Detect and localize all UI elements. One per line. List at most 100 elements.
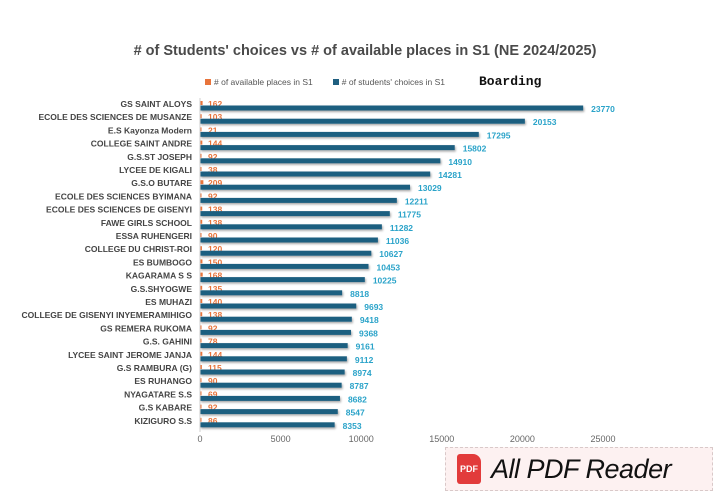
bar-available xyxy=(200,312,203,317)
category-label: ES RUHANGO xyxy=(134,376,192,386)
bar-choices xyxy=(200,382,342,388)
data-label-choices: 9418 xyxy=(360,315,379,325)
bar-available xyxy=(200,114,202,119)
bar-available xyxy=(200,285,203,290)
bar-available xyxy=(200,404,202,409)
data-label-choices: 13029 xyxy=(418,183,442,193)
bar-available xyxy=(200,299,203,303)
data-label-available: 103 xyxy=(208,112,222,122)
x-tick-label: 25000 xyxy=(590,434,615,444)
data-label-choices: 9112 xyxy=(355,355,374,365)
category-label: ESSA RUHENGERI xyxy=(116,231,192,241)
bar-choices xyxy=(200,158,441,164)
category-label: ECOLE DES SCIENCES BYIMANA xyxy=(55,191,192,201)
bar-available xyxy=(200,180,204,185)
bar-available xyxy=(200,338,202,343)
category-label: COLLEGE DE GISENYI INYEMERAMIHIGO xyxy=(22,310,193,320)
pdf-icon: PDF xyxy=(457,454,481,484)
data-label-choices: 12211 xyxy=(405,196,428,206)
data-label-available: 90 xyxy=(208,231,218,241)
category-label: G.S KABARE xyxy=(139,403,193,413)
legend-item-available: # of available places in S1 xyxy=(205,77,313,87)
category-label: ES MUHAZI xyxy=(145,297,192,307)
data-label-available: 144 xyxy=(208,350,222,360)
bar-choices xyxy=(200,329,352,335)
data-label-choices: 8547 xyxy=(346,408,365,418)
legend-item-choices: # of students' choices in S1 xyxy=(332,76,445,87)
category-label: KIZIGURO S.S xyxy=(134,416,192,426)
bar-choices xyxy=(200,237,378,243)
bar-choices xyxy=(200,409,338,415)
bar-available xyxy=(200,272,203,277)
data-label-available: 140 xyxy=(208,297,222,307)
bar-choices xyxy=(200,303,357,309)
bar-available xyxy=(200,246,202,251)
data-label-available: 92 xyxy=(208,191,218,201)
bar-choices xyxy=(200,118,525,124)
chart-title: # of Students' choices vs # of available… xyxy=(133,43,597,59)
bar-available xyxy=(200,193,202,198)
bar-choices xyxy=(200,145,455,151)
data-label-available: 90 xyxy=(208,376,218,386)
legend-label: # of available places in S1 xyxy=(214,76,313,87)
bar-choices xyxy=(200,316,352,322)
data-label-choices: 11036 xyxy=(386,236,409,246)
data-label-choices: 23770 xyxy=(591,104,615,114)
x-tick-label: 10000 xyxy=(349,434,374,444)
data-label-available: 92 xyxy=(208,403,218,413)
data-label-choices: 10453 xyxy=(377,262,401,272)
category-label: G.S.SHYOGWE xyxy=(131,284,193,294)
bar-choices xyxy=(200,250,372,256)
bar-available xyxy=(200,417,202,422)
legend: # of available places in S1 # of student… xyxy=(205,74,541,89)
data-label-available: 135 xyxy=(208,284,222,294)
data-label-choices: 10225 xyxy=(373,276,397,286)
category-label: LYCEE SAINT JEROME JANJA xyxy=(68,350,192,360)
legend-swatch-blue xyxy=(332,79,339,86)
boarding-annotation: Boarding xyxy=(478,74,542,89)
bar-available xyxy=(200,233,202,237)
bar-available xyxy=(200,378,202,383)
data-label-available: 162 xyxy=(208,99,222,109)
data-label-available: 21 xyxy=(208,125,218,135)
data-label-choices: 8787 xyxy=(350,381,369,391)
data-label-available: 115 xyxy=(208,363,222,373)
bar-available xyxy=(200,101,203,105)
bar-choices xyxy=(200,422,335,428)
data-label-choices: 14281 xyxy=(438,170,462,180)
bar-choices xyxy=(200,343,348,349)
bar-choices xyxy=(200,224,382,230)
legend-label: # of students' choices in S1 xyxy=(341,76,445,87)
data-label-choices: 9693 xyxy=(364,302,383,312)
data-label-available: 209 xyxy=(208,178,222,188)
category-label: LYCEE DE KIGALI xyxy=(119,165,192,175)
data-label-choices: 8682 xyxy=(348,394,367,404)
legend-swatch-orange xyxy=(205,79,211,86)
data-label-choices: 8974 xyxy=(353,368,372,378)
category-label: GS REMERA RUKOMA xyxy=(100,323,192,333)
bar-available xyxy=(200,206,203,211)
data-label-choices: 15802 xyxy=(463,144,487,154)
bar-available xyxy=(200,351,203,356)
data-label-choices: 9161 xyxy=(356,342,375,352)
data-label-available: 120 xyxy=(208,244,222,254)
bar-available xyxy=(200,140,203,145)
data-label-available: 150 xyxy=(208,257,222,267)
x-tick-label: 20000 xyxy=(510,434,535,444)
data-label-choices: 14910 xyxy=(448,157,472,167)
category-label: COLLEGE SAINT ANDRE xyxy=(91,139,193,149)
bar-available xyxy=(200,259,203,264)
data-label-available: 69 xyxy=(208,389,218,399)
bar-choices xyxy=(200,290,343,296)
x-tick-label: 15000 xyxy=(429,434,454,444)
data-label-choices: 20153 xyxy=(533,117,557,127)
data-label-available: 138 xyxy=(208,310,222,320)
data-label-choices: 8818 xyxy=(350,289,369,299)
bar-choices xyxy=(200,395,340,401)
data-label-available: 92 xyxy=(208,152,218,162)
bar-choices xyxy=(200,171,431,177)
bar-available xyxy=(200,325,202,330)
bar-available xyxy=(200,127,202,132)
watermark: PDF All PDF Reader xyxy=(445,447,713,491)
